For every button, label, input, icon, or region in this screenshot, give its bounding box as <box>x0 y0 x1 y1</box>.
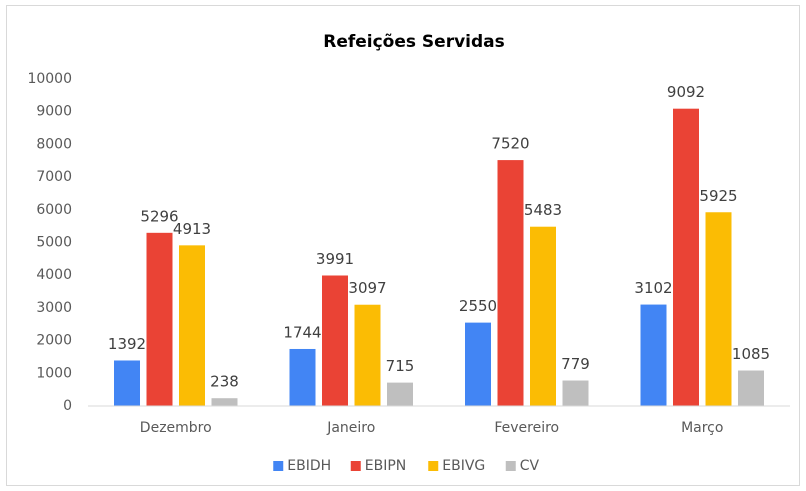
value-label: 238 <box>210 373 239 391</box>
y-tick-label: 4000 <box>36 267 72 283</box>
legend-swatch <box>350 461 361 471</box>
value-label: 3097 <box>348 279 386 297</box>
value-label: 2550 <box>459 297 497 315</box>
legend-label: EBIDH <box>287 458 331 474</box>
value-label: 1392 <box>108 335 146 353</box>
bar <box>738 370 764 406</box>
bar <box>387 382 413 406</box>
x-tick-label: Fevereiro <box>494 420 559 436</box>
legend-swatch <box>428 461 439 471</box>
bar <box>562 380 589 406</box>
value-label: 5483 <box>524 201 562 219</box>
bar <box>705 212 732 406</box>
legend-label: EBIPN <box>365 458 407 474</box>
bar <box>530 226 556 406</box>
chart-title: Refeições Servidas <box>323 32 505 52</box>
bar <box>465 322 491 406</box>
value-label: 9092 <box>667 83 705 101</box>
bar <box>322 275 348 406</box>
y-tick-label: 3000 <box>36 300 72 316</box>
y-tick-label: 10000 <box>27 71 72 87</box>
value-label: 1085 <box>732 345 770 363</box>
y-tick-label: 1000 <box>36 365 72 381</box>
legend-label: CV <box>520 458 540 474</box>
value-label: 3102 <box>634 279 672 297</box>
y-tick-label: 0 <box>63 398 72 414</box>
x-tick-label: Março <box>681 420 723 436</box>
y-tick-label: 7000 <box>36 169 72 185</box>
bar <box>289 348 316 406</box>
bar <box>673 108 699 407</box>
bar <box>114 360 140 406</box>
value-label: 7520 <box>491 135 529 153</box>
y-tick-label: 9000 <box>36 104 72 120</box>
value-label: 1744 <box>283 323 321 341</box>
legend-swatch <box>273 461 284 471</box>
x-tick-label: Janeiro <box>326 420 375 436</box>
bar <box>354 304 381 406</box>
legend-label: EBIVG <box>442 458 485 474</box>
y-tick-label: 5000 <box>36 235 72 251</box>
bar <box>640 304 667 406</box>
value-label: 4913 <box>173 220 211 238</box>
value-label: 715 <box>386 357 415 375</box>
x-tick-label: Dezembro <box>140 420 212 436</box>
value-label: 779 <box>561 355 590 373</box>
bar <box>146 232 173 406</box>
value-label: 3991 <box>316 250 354 268</box>
value-label: 5296 <box>140 207 178 225</box>
y-tick-label: 8000 <box>36 136 72 152</box>
y-tick-label: 6000 <box>36 202 72 218</box>
legend-swatch <box>505 461 516 471</box>
y-tick-label: 2000 <box>36 333 72 349</box>
value-label: 5925 <box>699 187 737 205</box>
bar <box>179 245 205 406</box>
bar <box>211 398 238 406</box>
bar <box>497 160 524 406</box>
